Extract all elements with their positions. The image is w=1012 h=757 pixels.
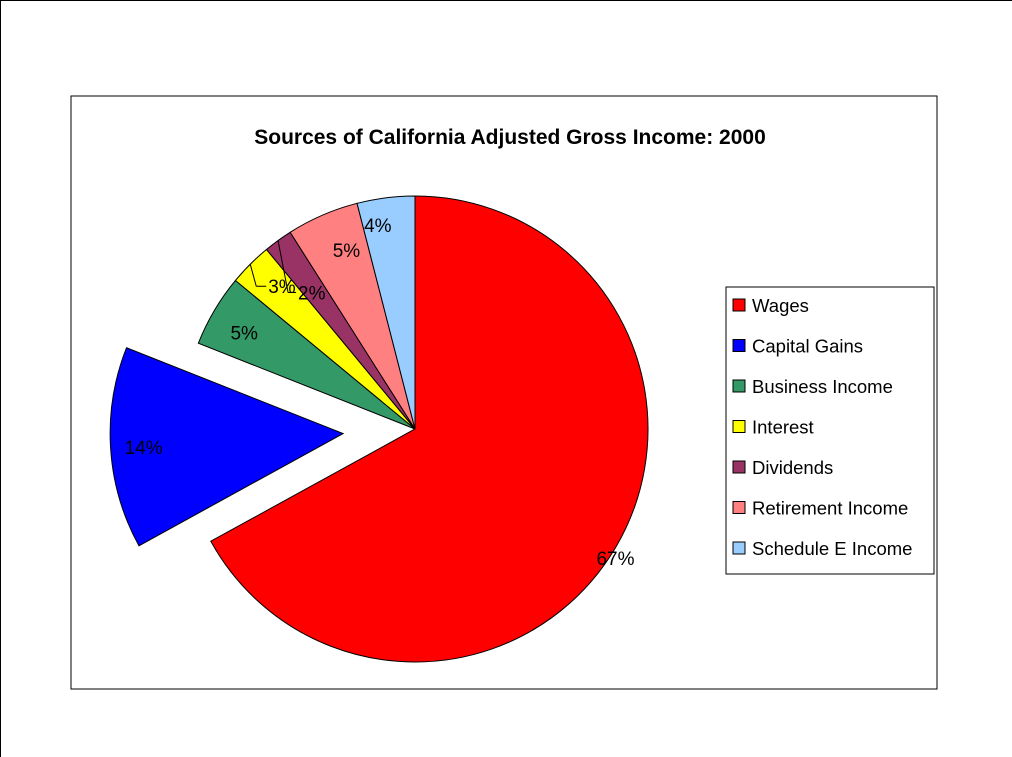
legend-label-schedule-e-income: Schedule E Income xyxy=(752,538,912,559)
legend-swatch-interest xyxy=(732,420,746,433)
data-label-dividends: 2% xyxy=(298,283,326,304)
data-label-interest: 3% xyxy=(268,277,296,298)
chart-title: Sources of California Adjusted Gross Inc… xyxy=(254,126,766,149)
leader-lines xyxy=(249,240,297,293)
legend-label-capital-gains: Capital Gains xyxy=(752,336,863,357)
legend-label-dividends: Dividends xyxy=(752,457,833,478)
data-label-wages: 67% xyxy=(596,549,634,570)
legend-label-interest: Interest xyxy=(752,417,814,438)
legend-frame xyxy=(725,286,935,575)
legend-swatch-dividends xyxy=(732,460,746,474)
legend: Wages Capital Gains Business Income Interes… xyxy=(725,286,935,575)
pie-slice-wages xyxy=(210,195,649,663)
leader-line-dividends xyxy=(277,240,289,293)
legend-label-wages: Wages xyxy=(752,295,809,316)
data-label-capital-gains: 14% xyxy=(125,438,163,459)
pie-slice-capital-gains xyxy=(109,347,345,547)
data-labels: 67%14%5%3% 2%5%4% xyxy=(125,216,635,570)
legend-swatch-schedule-e-income xyxy=(732,541,746,555)
legend-swatch-capital-gains xyxy=(732,339,746,352)
legend-swatch-wages xyxy=(732,298,746,312)
page-top-border xyxy=(0,0,1012,1)
legend-label-business-income: Business Income xyxy=(752,376,893,397)
leader-line-interest xyxy=(249,264,257,287)
legend-swatch-business-income xyxy=(732,379,746,393)
pie-slices xyxy=(109,195,649,663)
page-left-border xyxy=(0,0,1,757)
legend-swatch-retirement-income xyxy=(732,501,746,514)
data-label-business-income: 5% xyxy=(230,323,258,344)
data-label-schedule-e-income: 4% xyxy=(364,216,392,237)
legend-label-retirement-income: Retirement Income xyxy=(752,498,908,519)
data-label-retirement-income: 5% xyxy=(333,241,361,262)
pie-slice-schedule-e-income xyxy=(356,195,416,430)
